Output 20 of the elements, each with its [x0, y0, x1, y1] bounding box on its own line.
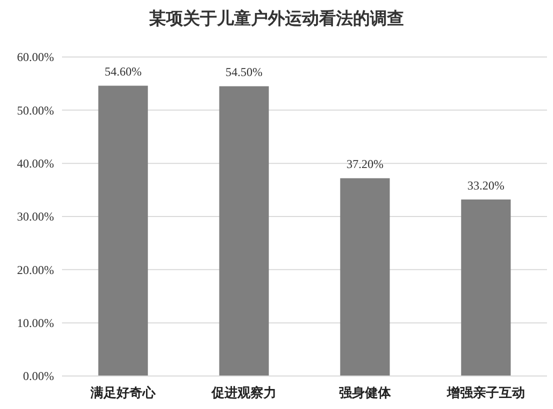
bar [461, 199, 511, 376]
x-tick-label: 强身健体 [338, 386, 392, 401]
y-tick-label: 30.00% [17, 210, 54, 224]
y-tick-label: 40.00% [17, 156, 54, 171]
y-tick-label: 0.00% [23, 369, 54, 384]
x-tick-label: 促进观察力 [210, 385, 277, 401]
data-label: 54.60% [104, 64, 142, 79]
data-label: 37.20% [346, 157, 384, 172]
data-label: 54.50% [226, 65, 263, 80]
bar [219, 86, 269, 376]
data-label: 33.20% [467, 178, 504, 192]
chart-title: 某项关于儿童户外运动看法的调查 [148, 9, 404, 29]
y-tick-label: 20.00% [17, 262, 54, 277]
x-tick-label: 满足好奇心 [90, 385, 157, 401]
y-tick-label: 50.00% [17, 103, 54, 118]
bar [98, 86, 148, 376]
y-tick-label: 10.00% [17, 316, 54, 330]
y-tick-label: 60.00% [17, 50, 54, 64]
x-tick-label: 增强亲子互动 [446, 385, 525, 401]
bar [340, 178, 390, 376]
